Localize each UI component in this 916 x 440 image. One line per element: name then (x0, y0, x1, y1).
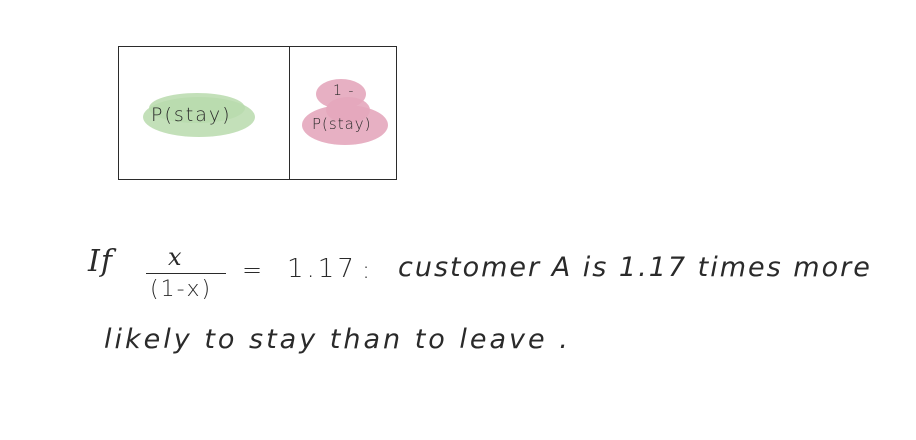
fraction-bar (146, 273, 226, 274)
fraction-numerator: x (168, 243, 183, 271)
explanation-line-1: customer A is 1.17 times more (398, 252, 872, 283)
stay-label: P(stay) (151, 104, 232, 126)
odds-fraction: x (1-x) (146, 243, 228, 307)
stay-highlight-blob (149, 93, 245, 123)
fraction-denominator: (1-x) (150, 277, 213, 302)
equals-sign: = (242, 256, 264, 284)
leave-highlight-blob (326, 97, 370, 123)
if-word: If (88, 244, 113, 279)
stay-section: P(stay) (119, 47, 289, 179)
explanation-line-2: likely to stay than to leave . (104, 324, 571, 355)
section-divider (289, 47, 290, 179)
odds-value: 1.17 (287, 254, 357, 284)
probability-box: P(stay) 1 - P(stay) (118, 46, 397, 180)
colon: : (362, 256, 372, 284)
leave-label: P(stay) (312, 115, 372, 133)
one-minus-label: 1 - (333, 83, 355, 99)
leave-section: 1 - P(stay) (290, 47, 398, 179)
